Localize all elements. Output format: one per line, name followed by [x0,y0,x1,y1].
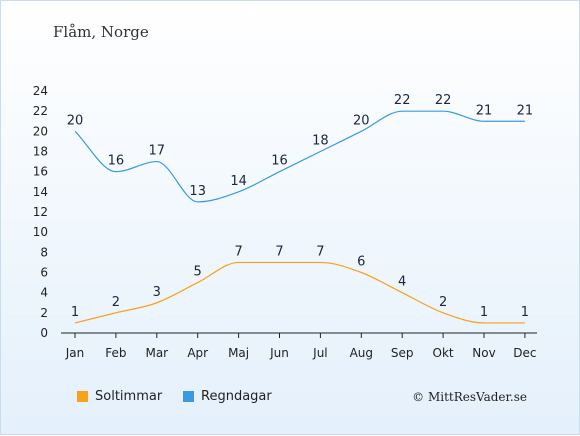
series-line-rain [74,110,525,203]
copyright-text: © MittResVader.se [412,390,527,404]
x-tick-label: Sep [391,346,414,360]
y-tick-label: 2 [40,306,48,320]
x-tick-label: Aug [350,346,373,360]
data-label-rain: 20 [67,113,84,128]
data-label-sun: 4 [398,275,406,290]
legend-swatch-sun [77,391,88,402]
y-tick-label: 14 [33,185,48,199]
data-label-sun: 1 [71,305,79,320]
legend-item-rain: Regndagar [183,389,272,404]
legend-swatch-rain [183,391,194,402]
series-line-sun [74,261,525,324]
data-label-rain: 21 [517,103,534,118]
y-tick-label: 22 [33,104,48,118]
x-tick-label: Apr [187,346,208,360]
y-tick-label: 18 [33,145,48,159]
y-tick-label: 8 [40,245,48,259]
x-tick-label: Okt [433,346,454,360]
x-tick-label: Jun [269,346,289,360]
x-tick-label: Dec [513,346,536,360]
data-label-sun: 2 [439,295,447,310]
data-label-rain: 18 [312,134,329,149]
data-label-rain: 22 [394,93,411,108]
data-label-rain: 16 [271,154,288,169]
x-tick-label: Jan [65,346,85,360]
data-label-sun: 7 [316,244,324,259]
data-label-rain: 14 [230,174,247,189]
y-tick-label: 16 [33,165,48,179]
data-label-sun: 1 [521,305,529,320]
y-tick-label: 10 [33,225,48,239]
data-label-rain: 17 [149,144,166,159]
y-tick-label: 20 [33,124,48,138]
data-label-rain: 21 [476,103,493,118]
y-tick-label: 0 [40,326,48,340]
data-label-sun: 5 [194,265,202,280]
x-tick-label: Mar [145,346,168,360]
x-tick-label: Feb [105,346,126,360]
data-label-rain: 22 [435,93,452,108]
y-tick-label: 6 [40,266,48,280]
data-label-sun: 6 [357,255,365,270]
x-tick-label: Jul [312,346,327,360]
y-tick-label: 12 [33,205,48,219]
data-label-sun: 2 [112,295,120,310]
data-label-sun: 1 [480,305,488,320]
data-label-rain: 20 [353,113,370,128]
x-tick-label: Nov [472,346,495,360]
legend-label-sun: Soltimmar [95,389,163,404]
data-label-rain: 16 [108,154,125,169]
data-label-sun: 3 [153,285,161,300]
data-label-sun: 7 [234,244,242,259]
chart-title: Flåm, Norge [53,23,149,41]
legend-item-sun: Soltimmar [77,389,162,404]
y-tick-label: 24 [33,84,48,98]
data-label-sun: 7 [275,244,283,259]
data-label-rain: 13 [189,184,206,199]
x-tick-label: Maj [228,346,249,360]
legend-label-rain: Regndagar [201,389,272,404]
y-tick-label: 4 [40,286,48,300]
